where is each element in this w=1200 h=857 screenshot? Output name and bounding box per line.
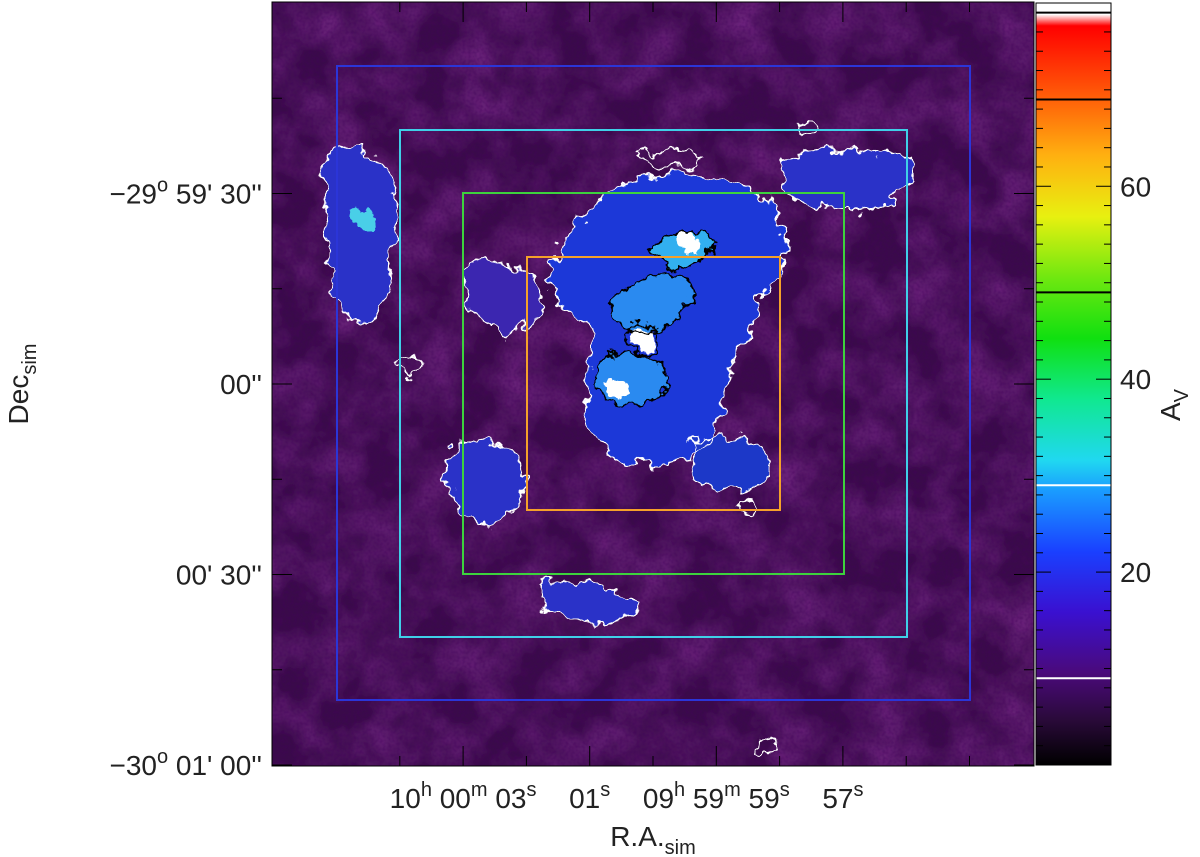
extinction-map: [272, 2, 1034, 766]
colorbar-title-main: A: [1155, 402, 1186, 421]
x-tick-label-unit: s: [780, 779, 790, 801]
cloud-cores: [350, 208, 715, 405]
x-tick-label-part: 57: [822, 783, 853, 814]
y-axis-title-sub: sim: [19, 344, 41, 375]
x-tick-label: 57s​: [822, 779, 863, 814]
y-tick-label-part: 59' 30'': [168, 179, 262, 210]
y-tick-label: 00' 30'': [176, 560, 262, 591]
x-tick-label-unit: s: [600, 779, 610, 801]
box-outer: [336, 65, 971, 701]
x-tick-label-part: 01: [569, 783, 600, 814]
y-tick-label-unit: o: [157, 746, 168, 768]
x-axis-tick-labels: 10h​ 00m​ 03s​ 01s​ 09h​ 59m​ 59s​ 57s​: [390, 779, 864, 814]
colorbar-gradient: [1036, 3, 1111, 765]
x-tick-label-unit: s: [853, 779, 863, 801]
y-tick-label-unit: o: [157, 175, 168, 197]
x-tick-label: 10h​ 00m​ 03s​: [390, 779, 537, 814]
y-tick-label-part: −29: [109, 179, 157, 210]
y-axis-ticks: [272, 97, 1034, 766]
colorbar-tick-labels: 20 40 60: [1120, 171, 1151, 588]
region-boxes: [336, 65, 971, 701]
box-second: [399, 129, 908, 638]
colorbar-frame: [1035, 2, 1112, 766]
contours-high: [594, 230, 717, 406]
colorbar: 20 40 60 AV: [1035, 2, 1193, 766]
x-tick-label-unit: s: [527, 779, 537, 801]
x-tick-label-part: 59: [741, 783, 780, 814]
y-tick-label: −29o​ 59' 30'': [109, 175, 262, 210]
x-tick-label: 01s​: [569, 779, 610, 814]
x-tick-label-unit: m: [724, 779, 741, 801]
x-axis-title-main: R.A.: [610, 821, 664, 852]
x-tick-label-part: 03: [488, 783, 527, 814]
x-tick-label-part: 59: [685, 783, 724, 814]
y-axis-title-main: Dec: [3, 375, 34, 425]
y-tick-label: −30o​ 01' 00'': [109, 746, 262, 781]
colorbar-title-sub: V: [1171, 388, 1193, 402]
y-tick-label-part: −30: [109, 750, 157, 781]
colorbar-tick-label: 20: [1120, 557, 1151, 588]
colorbar-tick-label: 60: [1120, 171, 1151, 202]
y-tick-label-part: 00' 30'': [176, 560, 262, 591]
x-tick-label-unit: h: [421, 779, 432, 801]
colorbar-tick-label: 40: [1120, 364, 1151, 395]
x-axis-title-sub: sim: [665, 837, 696, 857]
x-tick-label-unit: h: [674, 779, 685, 801]
x-tick-label-part: 00: [432, 783, 471, 814]
y-tick-label: 00'': [220, 369, 262, 400]
y-axis-tick-labels: −29o​ 59' 30'' 00'' 00' 30'' −30o​ 01' 00'': [109, 175, 262, 782]
x-tick-label: 09h​ 59m​ 59s​: [643, 779, 790, 814]
y-tick-label-part: 01' 00'': [168, 750, 262, 781]
x-axis-ticks: [399, 2, 970, 766]
colorbar-title: AV: [1155, 388, 1193, 421]
box-third: [462, 192, 845, 575]
x-tick-label-part: 10: [390, 783, 421, 814]
colorbar-ticks: [1036, 12, 1111, 747]
x-tick-label-unit: m: [471, 779, 488, 801]
y-tick-label-part: 00'': [220, 369, 262, 400]
box-inner: [526, 256, 781, 511]
y-axis-title: Decsim: [3, 344, 41, 425]
x-axis-title: R.A.sim: [610, 821, 696, 857]
colorbar-marker-lines: [1036, 11, 1111, 680]
x-tick-label-part: 09: [643, 783, 674, 814]
